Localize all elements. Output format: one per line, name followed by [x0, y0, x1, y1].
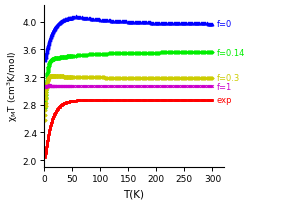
- Text: f=0.3: f=0.3: [217, 74, 240, 83]
- Y-axis label: $\chi_M T$ (cm$^3$K/mol): $\chi_M T$ (cm$^3$K/mol): [6, 51, 20, 122]
- Text: f=0: f=0: [217, 20, 232, 29]
- Text: f=0.14: f=0.14: [217, 49, 245, 58]
- X-axis label: T(K): T(K): [123, 188, 144, 198]
- Text: f=1: f=1: [217, 82, 232, 91]
- Text: exp: exp: [217, 96, 232, 105]
